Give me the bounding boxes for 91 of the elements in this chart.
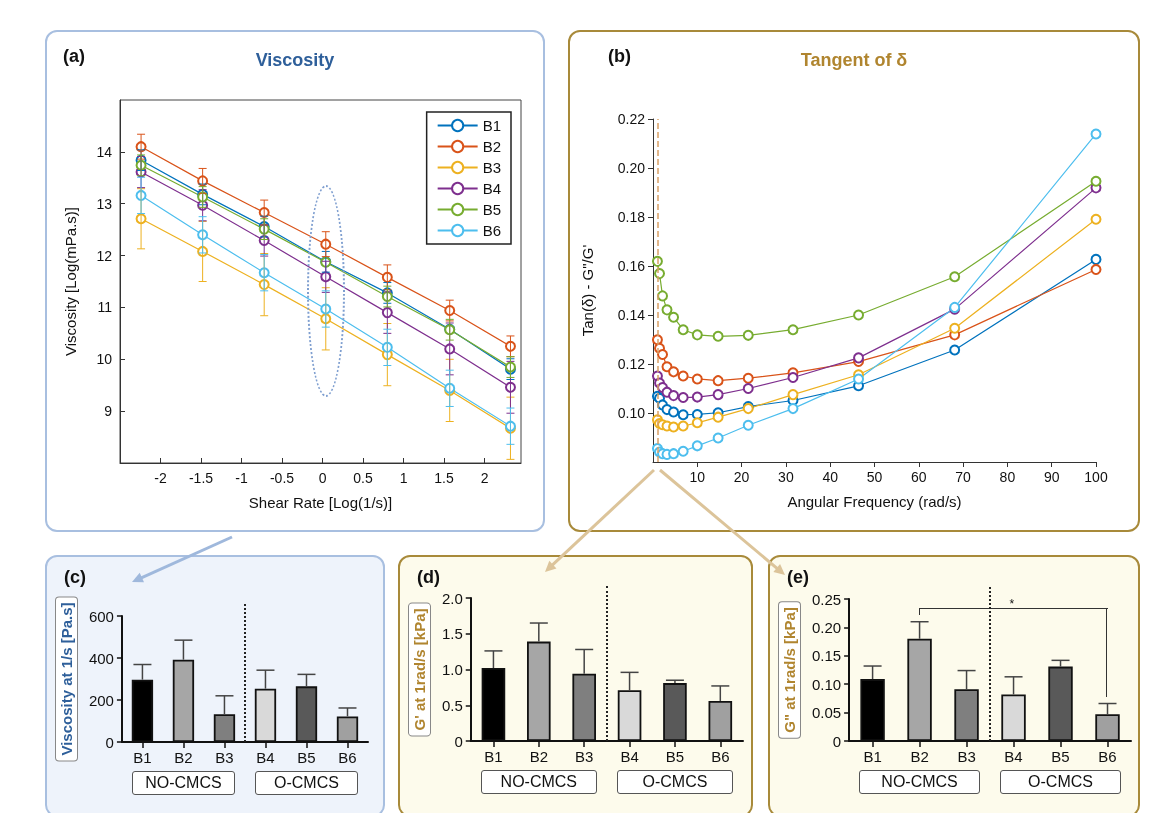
legend-label: B4 <box>482 180 502 197</box>
x-tick-label: 2 <box>480 470 489 486</box>
chart-title: (d) <box>417 567 440 587</box>
x-tick-label: 90 <box>1043 469 1060 485</box>
y-tick-label: 0.18 <box>617 209 646 225</box>
x-tick-label: B2 <box>174 749 193 766</box>
x-tick-label: B1 <box>863 748 882 765</box>
text: O-CMCS <box>1000 770 1121 794</box>
x-tick-label: B5 <box>665 748 685 765</box>
chart-title: (c) <box>64 567 86 587</box>
y-tick-label: 400 <box>88 649 114 667</box>
y-tick-label: 0 <box>454 732 463 750</box>
y-tick-label: 0.5 <box>441 696 463 714</box>
y-tick-label: 11 <box>97 299 113 316</box>
y-tick-label: 0 <box>832 732 842 750</box>
text: O-CMCS <box>616 770 733 794</box>
x-tick-label: B3 <box>215 749 234 766</box>
y-tick-label: 1.0 <box>441 661 463 678</box>
x-tick-label: B5 <box>1051 748 1070 765</box>
text: (b) <box>608 46 631 67</box>
chart-title: (e) <box>787 567 809 587</box>
x-axis-title: Shear Rate [Log(1/s)] <box>248 494 393 511</box>
x-tick-label: -1.5 <box>188 470 214 486</box>
x-tick-label: 50 <box>866 469 883 485</box>
x-tick-label: 100 <box>1084 469 1108 485</box>
x-tick-label: B4 <box>620 748 639 765</box>
y-tick-label: 0.20 <box>617 160 646 176</box>
x-tick-label: 70 <box>955 469 972 485</box>
y-tick-label: 1.5 <box>441 625 463 643</box>
y-tick-label: 0.10 <box>617 405 646 421</box>
text: NO-CMCS <box>131 771 235 795</box>
y-tick-label: 0.05 <box>811 704 842 722</box>
text: O-CMCS <box>254 771 358 795</box>
text: (a) <box>63 46 85 67</box>
chart-title: Viscosity <box>255 50 335 70</box>
legend-label: B5 <box>482 201 502 218</box>
x-tick-label: 80 <box>999 469 1016 485</box>
x-tick-label: 30 <box>778 469 794 485</box>
y-axis-title: Viscosity [Log(mPa.s)] <box>62 207 79 356</box>
y-axis-title: Viscosity at 1/s [Pa.s] <box>58 602 75 756</box>
x-tick-label: 20 <box>733 469 750 485</box>
y-tick-label: 10 <box>96 351 113 368</box>
y-tick-label: 0 <box>105 733 114 751</box>
x-tick-label: 40 <box>822 469 839 485</box>
y-tick-label: 200 <box>88 691 114 709</box>
annotation: * <box>1009 597 1015 611</box>
legend-label: B6 <box>482 222 502 239</box>
y-tick-label: 0.12 <box>617 356 646 372</box>
text: NO-CMCS <box>480 770 597 794</box>
y-tick-label: 14 <box>96 143 113 160</box>
x-tick-label: 1 <box>399 470 408 486</box>
y-axis-title: Tan(δ) - G"/G' <box>579 244 596 337</box>
x-tick-label: B3 <box>575 748 594 765</box>
x-tick-label: B5 <box>297 749 316 766</box>
x-tick-label: 10 <box>689 469 706 485</box>
x-axis-title: Angular Frequency (rad/s) <box>787 493 962 510</box>
y-tick-label: 0.22 <box>617 111 646 127</box>
y-tick-label: 13 <box>96 195 113 212</box>
y-tick-label: 0.16 <box>617 258 646 274</box>
legend-label: B1 <box>482 117 502 134</box>
x-tick-label: 0.5 <box>353 470 373 486</box>
x-tick-label: B3 <box>957 748 976 765</box>
y-tick-label: 0.20 <box>811 618 842 636</box>
y-tick-label: 9 <box>104 403 113 420</box>
x-tick-label: B6 <box>338 749 357 766</box>
x-tick-label: 0 <box>318 470 327 486</box>
y-tick-label: 2.0 <box>441 589 463 607</box>
x-tick-label: B2 <box>529 748 548 765</box>
x-tick-label: -0.5 <box>269 470 295 486</box>
x-tick-label: B4 <box>1004 748 1023 765</box>
y-tick-label: 0.10 <box>811 675 842 693</box>
x-tick-label: -2 <box>154 470 167 486</box>
x-tick-label: -1 <box>235 470 248 486</box>
x-tick-label: 60 <box>911 469 927 485</box>
y-tick-label: 12 <box>96 247 113 264</box>
y-axis-title: G" at 1rad/s [kPa] <box>781 607 798 733</box>
x-tick-label: B6 <box>1098 748 1117 765</box>
x-tick-label: B4 <box>256 749 275 766</box>
y-tick-label: 0.14 <box>617 307 646 323</box>
text: NO-CMCS <box>859 770 981 794</box>
y-axis-title: G' at 1rad/s [kPa] <box>411 608 428 731</box>
chart-title: Tangent of δ <box>800 50 908 70</box>
legend-label: B3 <box>482 159 502 176</box>
x-tick-label: B1 <box>133 749 152 766</box>
legend-label: B2 <box>482 138 502 155</box>
y-tick-label: 600 <box>88 607 114 625</box>
y-tick-label: 0.15 <box>811 647 842 665</box>
x-tick-label: B1 <box>484 748 503 765</box>
x-tick-label: B2 <box>910 748 929 765</box>
y-tick-label: 0.25 <box>811 590 842 608</box>
x-tick-label: B6 <box>711 748 730 765</box>
